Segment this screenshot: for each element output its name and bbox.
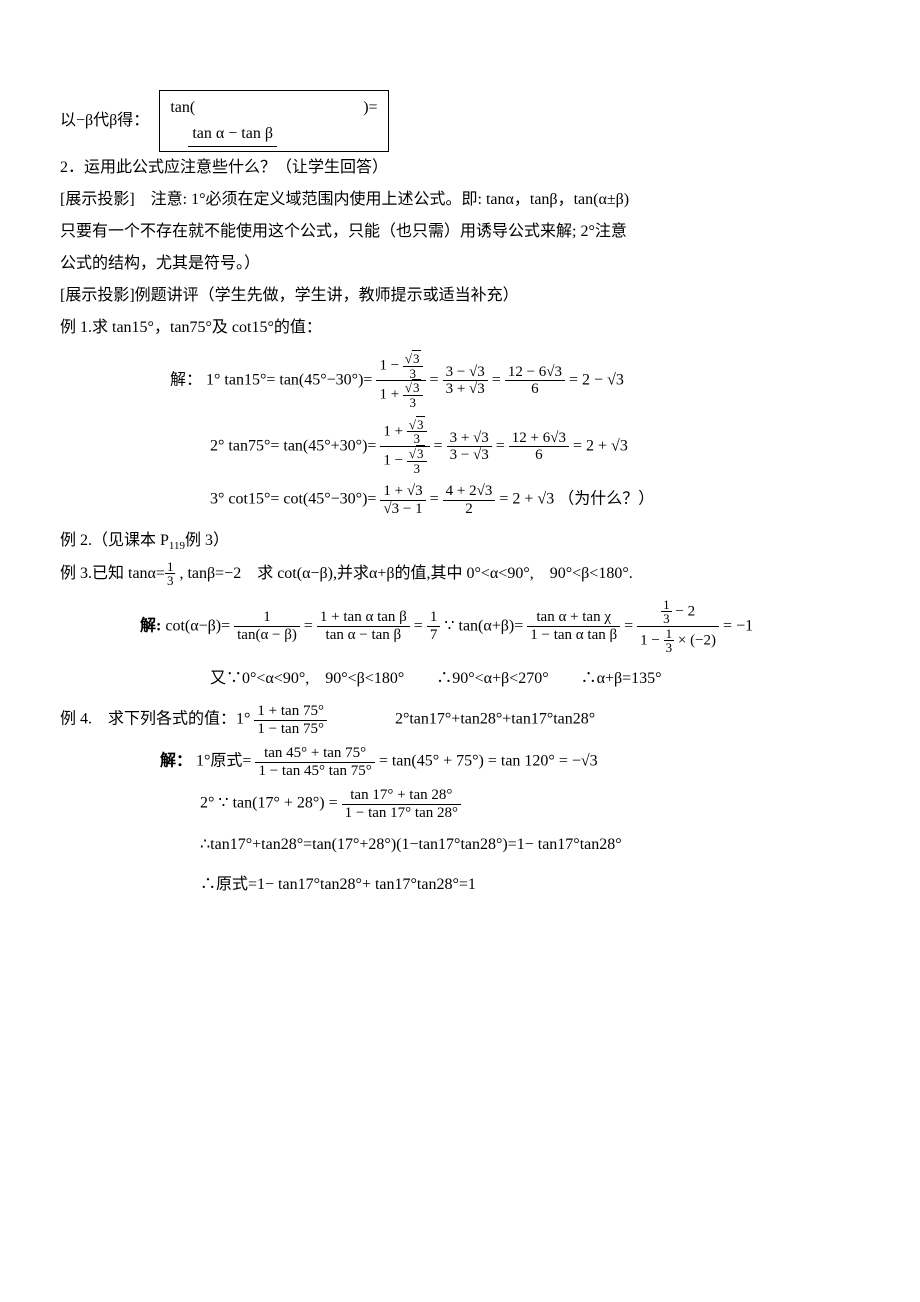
- ex3-frac: 13: [165, 560, 176, 588]
- ex4-line4: ∴原式=1− tan17°tan28°+ tan17°tan28°=1: [200, 869, 860, 901]
- ex3-f4: tan α + tan χ1 − tan α tan β: [527, 609, 620, 643]
- note-line-a: [展示投影] 注意: 1°必须在定义域范围内使用上述公式。即: tanα，tan…: [60, 184, 860, 216]
- ex3-line2: 又∵0°<α<90°, 90°<β<180° ∴90°<α+β<270° ∴α+…: [210, 663, 860, 695]
- ex3-cot: cot(α−β)=: [165, 617, 230, 634]
- ex1-1-frac-a: 1 − √33 1 + √33: [376, 352, 425, 410]
- example-4-title: 例 4. 求下列各式的值：1° 1 + tan 75°1 − tan 75° 2…: [60, 703, 860, 737]
- ex1-2-frac-b: 3 + √33 − √3: [447, 430, 492, 464]
- ex4-line3: ∴tan17°+tan28°=tan(17°+28°)(1−tan17°tan2…: [200, 829, 860, 861]
- ex1-2-end: = 2 + √3: [573, 437, 628, 454]
- ex4-f1: 1 + tan 75°1 − tan 75°: [254, 703, 327, 737]
- ex1-line3: 3° cot15°= cot(45°−30°)= 1 + √3√3 − 1 = …: [210, 483, 860, 517]
- example-3-title: 例 3.已知 tanα=13 , tanβ=−2 求 cot(α−β),并求α+…: [60, 558, 860, 590]
- ex4-l2-frac: tan 17° + tan 28°1 − tan 17° tan 28°: [342, 787, 461, 821]
- ex4-line1: 解： 1°原式= tan 45° + tan 75°1 − tan 45° ta…: [160, 745, 860, 779]
- ex3-because: ∵ tan(α+β)=: [444, 617, 523, 634]
- ex3-f1: 1tan(α − β): [234, 609, 300, 643]
- formula-box: tan( )= tan α − tan β: [159, 90, 388, 152]
- ex1-1-frac-b: 3 − √33 + √3: [443, 364, 488, 398]
- ex4-l1-frac: tan 45° + tan 75°1 − tan 45° tan 75°: [255, 745, 374, 779]
- ex4-sol-label: 解：: [160, 753, 192, 770]
- note-line-2: [展示投影]例题讲评（学生先做，学生讲，教师提示或适当补充）: [60, 280, 860, 312]
- ex1-1-end: = 2 − √3: [569, 372, 624, 389]
- ex1-2-frac-c: 12 + 6√36: [509, 430, 569, 464]
- note-line-b: 只要有一个不存在就不能使用这个公式，只能（也只需）用诱导公式来解; 2°注意: [60, 216, 860, 248]
- box-row1: tan( )=: [170, 99, 377, 116]
- solution-label: 解：: [170, 372, 202, 389]
- ex1-line1: 解： 1° tan15°= tan(45°−30°)= 1 − √33 1 + …: [170, 352, 860, 410]
- ex1-3-why: （为什么？）: [558, 491, 654, 508]
- example-2: 例 2.（见课本 P119例 3）: [60, 525, 860, 557]
- ex3-f2: 1 + tan α tan βtan α − tan β: [317, 609, 410, 643]
- ex1-2-lhs: 2° tan75°= tan(45°+30°)=: [210, 437, 376, 454]
- ex1-line2: 2° tan75°= tan(45°+30°)= 1 + √33 1 − √33…: [210, 418, 860, 476]
- ex1-3-end: = 2 + √3: [499, 491, 554, 508]
- ex1-1-lhs: 1° tan15°= tan(45°−30°)=: [206, 372, 372, 389]
- ex1-3-frac-a: 1 + √3√3 − 1: [380, 483, 425, 517]
- ex1-3-frac-b: 4 + 2√32: [443, 483, 496, 517]
- note-line-c: 公式的结构，尤其是符号。）: [60, 248, 860, 280]
- ex3-sol-label: 解:: [140, 617, 161, 634]
- ex3-f3: 17: [427, 609, 441, 643]
- box-row2: tan α − tan β: [188, 121, 277, 148]
- question-2: 2．运用此公式应注意些什么？（让学生回答）: [60, 152, 860, 184]
- ex3-f5: 13 − 2 1 − 13 × (−2): [637, 598, 719, 656]
- example-1-title: 例 1.求 tan15°，tan75°及 cot15°的值：: [60, 312, 860, 344]
- substitution-line: 以−β代β得： tan( )= tan α − tan β: [60, 90, 860, 152]
- ex1-3-lhs: 3° cot15°= cot(45°−30°)=: [210, 491, 376, 508]
- ex1-1-frac-c: 12 − 6√36: [505, 364, 565, 398]
- ex3-end: = −1: [723, 617, 753, 634]
- ex1-2-frac-a: 1 + √33 1 − √33: [380, 418, 429, 476]
- ex4-line2: 2° ∵ tan(17° + 28°) = tan 17° + tan 28°1…: [200, 787, 860, 821]
- ex3-line1: 解: cot(α−β)= 1tan(α − β) = 1 + tan α tan…: [140, 598, 860, 656]
- sub-prefix: 以−β代β得：: [60, 112, 149, 129]
